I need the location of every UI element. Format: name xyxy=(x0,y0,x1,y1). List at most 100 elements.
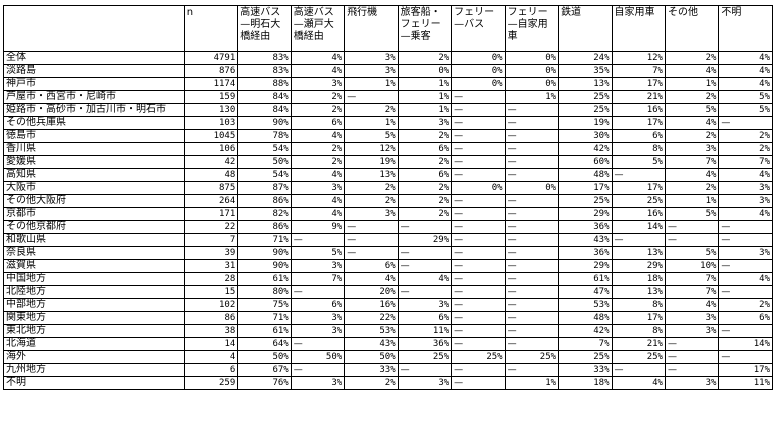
table-row: 北海道 14 64% —43% 36% — —7% 21% —14% xyxy=(3,337,773,351)
column-header: 高速バス—瀬戸大橋経由 xyxy=(290,5,346,52)
percent-cell: — xyxy=(451,285,506,299)
table-row: 不明 259 76% 3% 2% 3% —1% 18% 4% 3% 11% xyxy=(3,376,773,390)
percent-cell: — xyxy=(451,103,506,117)
percent-cell: 0% xyxy=(451,77,506,91)
row-label: 不明 xyxy=(3,376,185,390)
percent-cell: 6% xyxy=(397,168,453,182)
percent-cell: 67% xyxy=(237,363,292,377)
percent-cell: 4% xyxy=(290,64,346,78)
percent-cell: 17% xyxy=(611,116,666,130)
percent-cell: 4% xyxy=(290,129,346,143)
percent-cell: 5% xyxy=(718,103,773,117)
percent-cell: 1% xyxy=(664,77,720,91)
column-header: 旅客船・フェリー—乗客 xyxy=(397,5,453,52)
table-row: 徳島市 1045 78% 4% 5% 2% — —30% 6% 2% 2% xyxy=(3,129,773,143)
row-label: 大阪市 xyxy=(3,181,185,195)
percent-cell: 3% xyxy=(718,181,773,195)
percent-cell: 86% xyxy=(237,220,292,234)
percent-cell: 14% xyxy=(611,220,666,234)
percent-cell: 5% xyxy=(718,90,773,104)
percent-cell: 19% xyxy=(558,116,613,130)
percent-cell: 2% xyxy=(397,207,453,221)
row-label: その他大阪府 xyxy=(3,194,185,208)
sample-size-cell: 106 xyxy=(183,142,239,156)
table-row: その他京都府 22 86% 9% — — — —36% 14% — — xyxy=(3,220,773,234)
percent-cell: — xyxy=(611,363,666,377)
table-row: 芦屋市・西宮市・尼崎市 159 84% 2% —1% —1% 25% 21% 2% 5% xyxy=(3,90,773,104)
table-row: 愛媛県 42 50% 2% 19% 2% — —60% 5% 7% 7% xyxy=(3,155,773,169)
percent-cell: — xyxy=(504,233,560,247)
percent-cell: 3% xyxy=(290,181,346,195)
percent-cell: 42% xyxy=(558,324,613,338)
percent-cell: 25% xyxy=(504,350,560,364)
table-row: 中部地方 102 75% 6% 16% 3% — —53% 8% 4% 2% xyxy=(3,298,773,312)
percent-cell: 3% xyxy=(290,324,346,338)
percent-cell: 29% xyxy=(558,259,613,273)
percent-cell: 54% xyxy=(237,142,292,156)
row-label: 愛媛県 xyxy=(3,155,185,169)
percent-cell: 71% xyxy=(237,233,292,247)
row-label: その他京都府 xyxy=(3,220,185,234)
sample-size-cell: 39 xyxy=(183,246,239,260)
row-label: 北陸地方 xyxy=(3,285,185,299)
sample-size-cell: 7 xyxy=(183,233,239,247)
percent-cell: 10% xyxy=(664,259,720,273)
header-row: n 高速バス—明石大橋経由 高速バス—瀬戸大橋経由 飛行機 旅客船・フェリー—乗客 フェリ… xyxy=(3,5,773,52)
percent-cell: 3% xyxy=(664,142,720,156)
row-label: 和歌山県 xyxy=(3,233,185,247)
percent-cell: — xyxy=(504,311,560,325)
percent-cell: 33% xyxy=(344,363,399,377)
percent-cell: 5% xyxy=(290,246,346,260)
percent-cell: — xyxy=(451,155,506,169)
percent-cell: — xyxy=(504,272,560,286)
percent-cell: 2% xyxy=(397,181,453,195)
percent-cell: — xyxy=(504,103,560,117)
percent-cell: — xyxy=(504,259,560,273)
percent-cell: 3% xyxy=(344,64,399,78)
column-header: 自家用車 xyxy=(611,5,666,52)
percent-cell: 2% xyxy=(290,103,346,117)
percent-cell: 0% xyxy=(451,64,506,78)
percent-cell: 2% xyxy=(344,194,399,208)
row-label: 中部地方 xyxy=(3,298,185,312)
percent-cell: — xyxy=(611,168,666,182)
percent-cell: 90% xyxy=(237,246,292,260)
percent-cell: 3% xyxy=(664,324,720,338)
percent-cell: — xyxy=(290,285,346,299)
percent-cell: — xyxy=(664,350,720,364)
sample-size-cell: 4791 xyxy=(183,51,239,65)
percent-cell: 50% xyxy=(290,350,346,364)
percent-cell: 4% xyxy=(397,272,453,286)
percent-cell: 0% xyxy=(504,51,560,65)
percent-cell: — xyxy=(504,194,560,208)
row-label: 九州地方 xyxy=(3,363,185,377)
percent-cell: 7% xyxy=(718,155,773,169)
table-row: 東北地方 38 61% 3% 53% 11% — —42% 8% 3% — xyxy=(3,324,773,338)
percent-cell: 22% xyxy=(344,311,399,325)
percent-cell: 11% xyxy=(718,376,773,390)
percent-cell: 6% xyxy=(611,129,666,143)
percent-cell: — xyxy=(451,259,506,273)
percent-cell: — xyxy=(344,220,399,234)
percent-cell: 2% xyxy=(397,194,453,208)
percent-cell: 16% xyxy=(344,298,399,312)
percent-cell: — xyxy=(397,363,453,377)
row-label: 高知県 xyxy=(3,168,185,182)
percent-cell: 3% xyxy=(718,194,773,208)
sample-size-cell: 1174 xyxy=(183,77,239,91)
percent-cell: 2% xyxy=(290,155,346,169)
percent-cell: — xyxy=(397,285,453,299)
table-row: 奈良県 39 90% 5% — — — —36% 13% 5% 3% xyxy=(3,246,773,260)
percent-cell: 3% xyxy=(397,376,453,390)
percent-cell: 1% xyxy=(504,90,560,104)
column-header: フェリー—自家用車 xyxy=(504,5,560,52)
percent-cell: 87% xyxy=(237,181,292,195)
percent-cell: — xyxy=(451,376,506,390)
percent-cell: 1% xyxy=(397,77,453,91)
percent-cell: 53% xyxy=(558,298,613,312)
table-row: 北陸地方 15 80% —20% — — —47% 13% 7% — xyxy=(3,285,773,299)
percent-cell: 25% xyxy=(451,350,506,364)
table-row: 姫路市・高砂市・加古川市・明石市 130 84% 2% 2% 1% — —25% 16% 5% 5% xyxy=(3,103,773,117)
percent-cell: — xyxy=(718,220,773,234)
table-row: 海外 4 50% 50% 50% 25% 25% 25% 25% 25% — — xyxy=(3,350,773,364)
